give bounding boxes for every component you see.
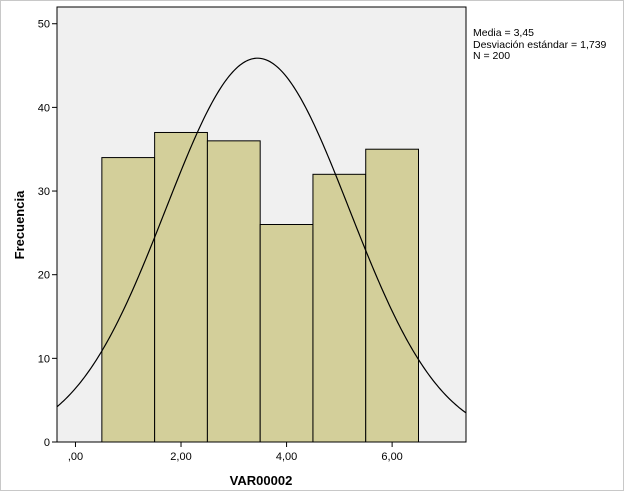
stats-legend: Media = 3,45 Desviación estándar = 1,739… <box>473 27 607 63</box>
histogram-bar-2 <box>154 131 208 443</box>
x-tick-label-4: 4,00 <box>276 451 297 463</box>
stats-n: N = 200 <box>473 50 511 62</box>
y-tick-label-0: 0 <box>44 437 50 449</box>
stats-mean: Media = 3,45 <box>473 27 535 39</box>
normal-curve <box>56 57 467 414</box>
histogram-bar-3 <box>206 140 261 443</box>
y-axis-title: Frecuencia <box>12 190 27 259</box>
histogram-bar-5 <box>312 173 367 443</box>
histogram-bar-6 <box>365 148 420 443</box>
x-tick-label-0: ,00 <box>68 451 83 463</box>
stats-std-dev: Desviación estándar = 1,739 <box>473 38 607 51</box>
y-tick-label-50: 50 <box>38 19 50 31</box>
y-tick-label-40: 40 <box>38 102 50 114</box>
histogram-bar-4 <box>259 224 314 443</box>
y-tick-label-20: 20 <box>38 270 50 282</box>
y-tick-label-30: 30 <box>38 186 50 198</box>
y-tick-label-10: 10 <box>38 353 50 365</box>
x-axis-title: VAR00002 <box>230 473 293 488</box>
x-tick-label-6: 6,00 <box>381 451 402 463</box>
x-tick-label-2: 2,00 <box>170 451 191 463</box>
